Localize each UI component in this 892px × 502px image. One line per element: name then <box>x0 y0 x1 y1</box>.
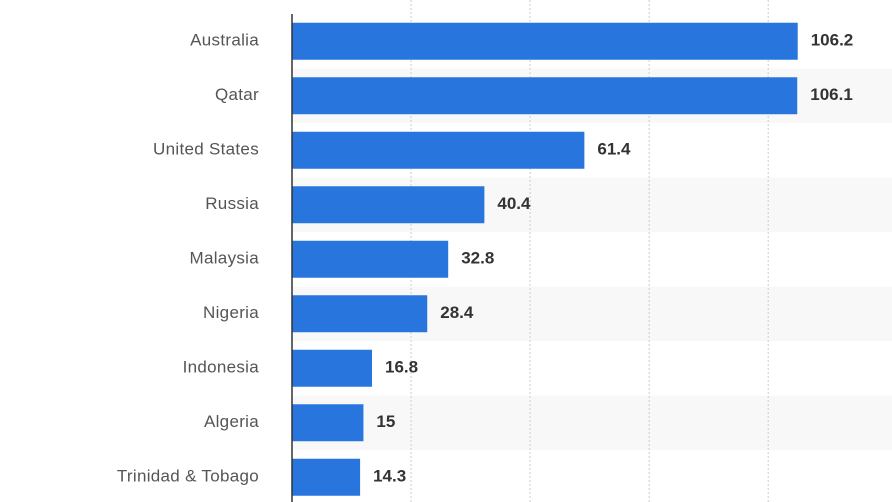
data-label: 61.4 <box>597 140 631 159</box>
bar <box>292 22 798 60</box>
bar <box>292 295 428 333</box>
y-tick-label: Trinidad & Tobago <box>117 467 259 486</box>
y-tick-label: Qatar <box>215 85 259 104</box>
data-label: 14.3 <box>373 467 406 486</box>
data-label: 16.8 <box>385 358 418 377</box>
bar <box>292 77 798 115</box>
data-label: 106.1 <box>810 85 853 104</box>
data-label: 32.8 <box>461 249 494 268</box>
y-tick-label: United States <box>153 140 259 159</box>
data-label: 106.2 <box>811 31 854 50</box>
bar <box>292 349 372 387</box>
y-tick-label: Australia <box>190 31 259 50</box>
y-tick-label: Russia <box>205 194 259 213</box>
y-tick-label: Nigeria <box>203 303 259 322</box>
bar <box>292 404 364 442</box>
bar <box>292 240 449 278</box>
y-tick-label: Malaysia <box>190 249 260 268</box>
y-tick-label: Indonesia <box>183 358 260 377</box>
row-stripe <box>292 395 892 450</box>
bar <box>292 186 485 224</box>
bar <box>292 458 361 496</box>
data-label: 40.4 <box>497 194 531 213</box>
y-tick-label: Algeria <box>204 412 259 431</box>
data-label: 28.4 <box>440 303 474 322</box>
data-label: 15 <box>376 412 395 431</box>
bar <box>292 131 585 169</box>
